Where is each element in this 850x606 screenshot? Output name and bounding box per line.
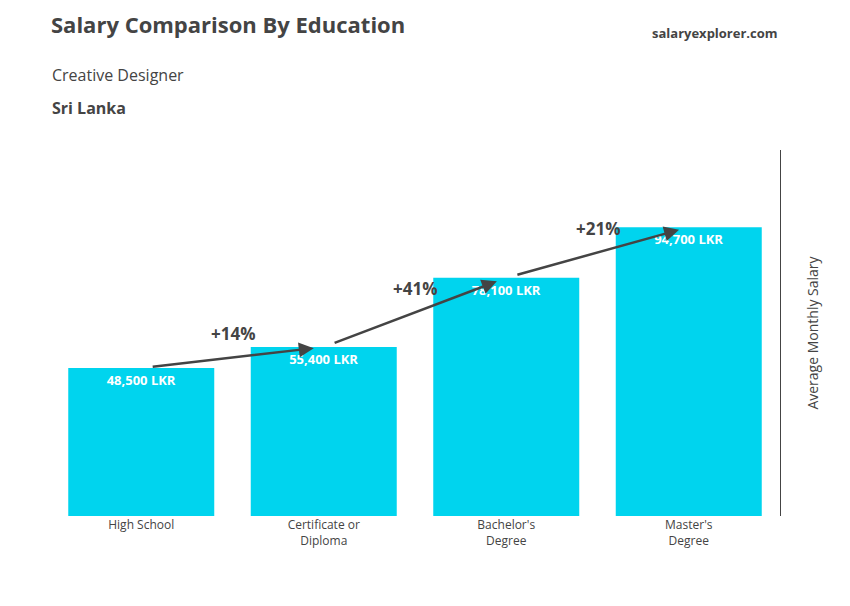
svg-text:Creative Designer: Creative Designer: [52, 64, 184, 86]
svg-text:48,500 LKR: 48,500 LKR: [107, 371, 176, 389]
svg-text:+14%: +14%: [211, 322, 255, 345]
svg-text:Bachelor'sDegree: Bachelor'sDegree: [477, 516, 535, 549]
svg-text:+41%: +41%: [393, 277, 437, 300]
svg-text:Certificate orDiploma: Certificate orDiploma: [288, 516, 360, 549]
svg-text:Master'sDegree: Master'sDegree: [665, 516, 713, 549]
svg-text:78,100 LKR: 78,100 LKR: [472, 281, 541, 299]
svg-text:55,400 LKR: 55,400 LKR: [289, 350, 358, 368]
svg-text:Average Monthly Salary: Average Monthly Salary: [803, 255, 822, 409]
svg-text:Salary Comparison By Education: Salary Comparison By Education: [51, 9, 405, 39]
svg-text:Sri Lanka: Sri Lanka: [52, 97, 126, 119]
svg-text:salaryexplorer.com: salaryexplorer.com: [652, 24, 778, 42]
svg-text:+21%: +21%: [576, 217, 620, 240]
svg-text:94,700 LKR: 94,700 LKR: [654, 230, 723, 248]
svg-text:High School: High School: [108, 516, 174, 533]
